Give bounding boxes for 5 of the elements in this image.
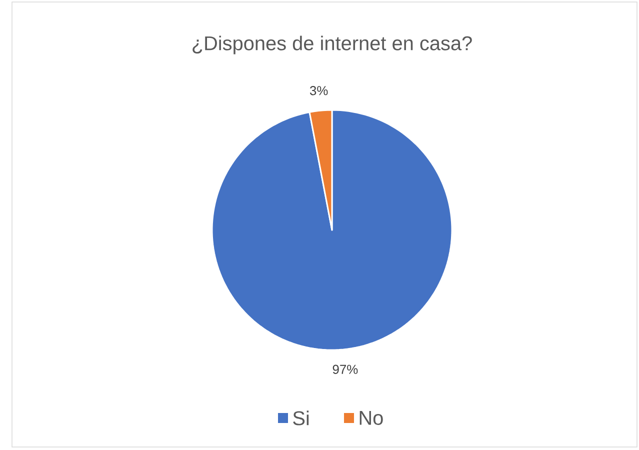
- data-label: 3%: [310, 86, 328, 96]
- legend-label: No: [360, 411, 383, 425]
- data-label: 97%: [332, 364, 358, 374]
- chart-title: ¿Dispones de internet en casa?: [192, 36, 472, 54]
- legend-label: Si: [293, 410, 309, 426]
